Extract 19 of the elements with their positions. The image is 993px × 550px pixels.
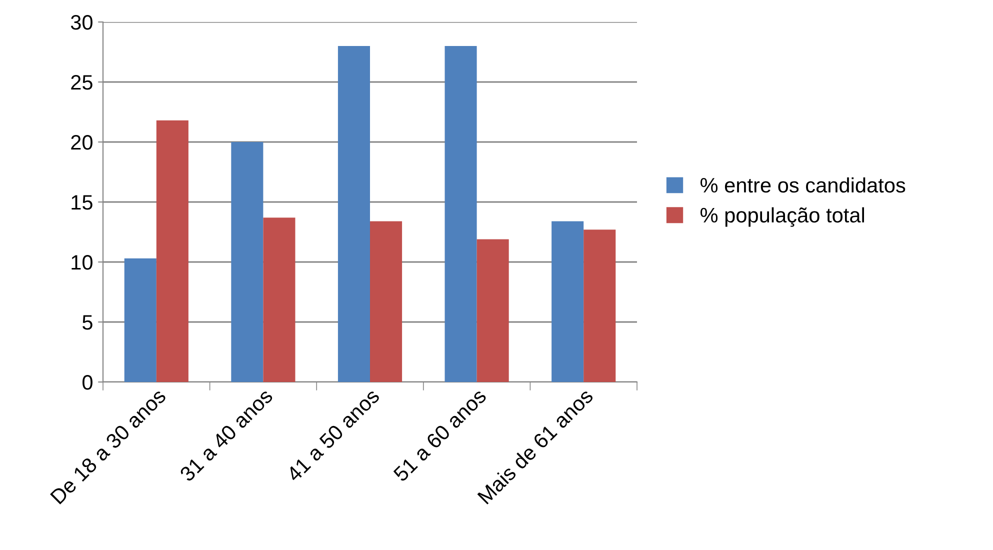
- y-tick-label: 30: [70, 15, 92, 30]
- bar: [552, 221, 584, 382]
- bar: [370, 221, 402, 382]
- bar: [156, 120, 188, 382]
- bar: [476, 239, 509, 382]
- y-tick-label: 10: [72, 255, 92, 270]
- bar: [584, 230, 616, 382]
- bar: [231, 142, 264, 382]
- legend-label: % população total: [700, 207, 864, 227]
- y-tick-label: 5: [82, 315, 92, 330]
- y-tick-label: 20: [71, 135, 92, 150]
- legend-label: % entre os candidatos: [700, 177, 906, 193]
- bar: [124, 258, 156, 382]
- bar: [444, 46, 477, 382]
- y-tick-label: 15: [72, 195, 92, 210]
- bar: [338, 46, 370, 382]
- bar: [263, 218, 296, 382]
- y-tick-label: 25: [71, 75, 92, 90]
- y-tick-label: 0: [82, 375, 92, 390]
